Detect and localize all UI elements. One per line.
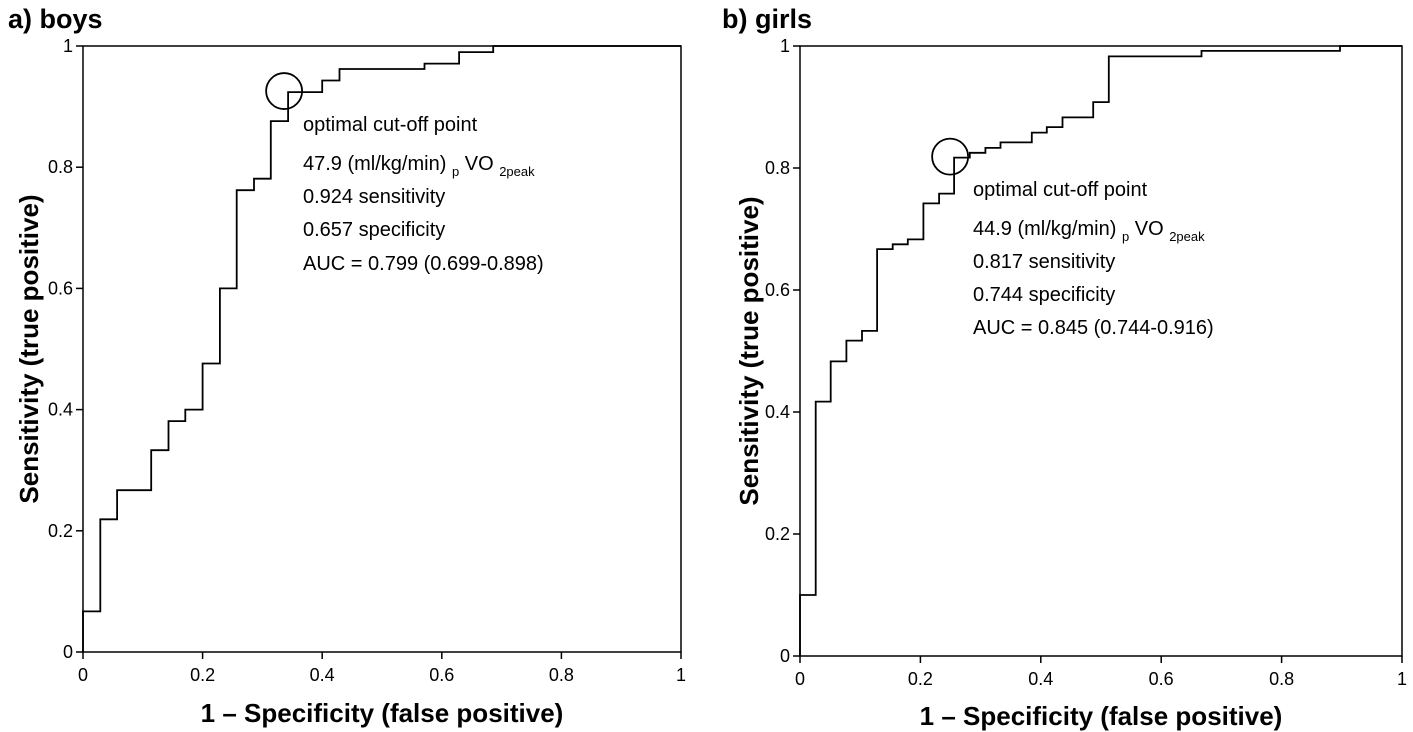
y-tick-label-girls-1: 0.2 (765, 524, 790, 544)
plot-frame-girls (800, 46, 1402, 656)
annotation-specificity-girls: 0.744 specificity (973, 284, 1115, 306)
x-tick-label-boys-1: 0.2 (190, 665, 215, 685)
y-axis-title-girls: Sensitivity (true positive) (734, 196, 764, 505)
annotation-sensitivity-boys: 0.924 sensitivity (303, 186, 445, 208)
y-axis-title-boys: Sensitivity (true positive) (14, 194, 44, 503)
optimal-point-marker-boys (266, 73, 302, 109)
annotation-cutoff-girls: 44.9 (ml/kg/min) p VO 2peak (973, 218, 1205, 246)
x-tick-label-girls-1: 0.2 (908, 669, 933, 689)
annotation-auc-girls: AUC = 0.845 (0.744-0.916) (973, 317, 1214, 339)
cutoff-sub-girls: 2peak (1169, 229, 1205, 244)
y-tick-label-boys-0: 0 (63, 642, 73, 662)
y-tick-label-girls-2: 0.4 (765, 402, 790, 422)
roc-curve-girls (800, 46, 1402, 656)
x-tick-label-boys-0: 0 (78, 665, 88, 685)
cutoff-sub-boys: 2peak (499, 164, 535, 179)
annotation-auc-boys: AUC = 0.799 (0.699-0.898) (303, 253, 544, 275)
cutoff-prefix-sub-girls: p (1122, 229, 1129, 244)
panel-boys: a) boys 0 0.2 0.4 0.6 0.8 1 0 0.2 0.4 0.6 0.8 1 1 –… (8, 4, 686, 728)
y-tick-label-girls-4: 0.8 (765, 158, 790, 178)
cutoff-prefix-sub-boys: p (452, 164, 459, 179)
y-tick-label-boys-4: 0.8 (48, 157, 73, 177)
panel-title-boys: a) boys (8, 4, 103, 34)
y-tick-label-boys-2: 0.4 (48, 400, 73, 420)
y-tick-label-boys-5: 1 (63, 36, 73, 56)
x-tick-label-girls-0: 0 (795, 669, 805, 689)
cutoff-main-girls: VO (1135, 218, 1164, 240)
x-tick-label-girls-5: 1 (1397, 669, 1407, 689)
annotation-girls: optimal cut-off point 44.9 (ml/kg/min) p… (973, 179, 1214, 339)
x-tick-label-boys-4: 0.8 (549, 665, 574, 685)
x-tick-label-boys-5: 1 (676, 665, 686, 685)
y-tick-label-boys-3: 0.6 (48, 278, 73, 298)
x-tick-label-boys-2: 0.4 (310, 665, 335, 685)
cutoff-value-boys: 47.9 (ml/kg/min) (303, 153, 446, 175)
x-axis-title-girls: 1 – Specificity (false positive) (920, 701, 1283, 731)
x-tick-label-girls-3: 0.6 (1149, 669, 1174, 689)
y-tick-label-boys-1: 0.2 (48, 521, 73, 541)
panel-title-girls: b) girls (722, 4, 812, 34)
y-tick-label-girls-3: 0.6 (765, 280, 790, 300)
plot-frame-boys (83, 46, 681, 652)
annotation-specificity-boys: 0.657 specificity (303, 219, 445, 241)
annotation-sensitivity-girls: 0.817 sensitivity (973, 251, 1115, 273)
x-tick-label-girls-4: 0.8 (1269, 669, 1294, 689)
y-tick-label-girls-0: 0 (780, 646, 790, 666)
x-axis-title-boys: 1 – Specificity (false positive) (201, 698, 564, 728)
cutoff-value-girls: 44.9 (ml/kg/min) (973, 218, 1116, 240)
annotation-label-boys: optimal cut-off point (303, 114, 478, 136)
x-tick-label-girls-2: 0.4 (1028, 669, 1053, 689)
panel-girls: b) girls 0 0.2 0.4 0.6 0.8 1 0 0.2 0.4 0.6 0.8 1 1 … (722, 4, 1407, 731)
x-tick-label-boys-3: 0.6 (429, 665, 454, 685)
roc-curve-boys (83, 46, 681, 652)
cutoff-main-boys: VO (465, 153, 494, 175)
annotation-label-girls: optimal cut-off point (973, 179, 1148, 201)
annotation-cutoff-boys: 47.9 (ml/kg/min) p VO 2peak (303, 153, 535, 181)
y-tick-label-girls-5: 1 (780, 36, 790, 56)
annotation-boys: optimal cut-off point 47.9 (ml/kg/min) p… (303, 114, 544, 275)
optimal-point-marker-girls (932, 139, 968, 175)
axis-ticks-girls: 0 0.2 0.4 0.6 0.8 1 0 0.2 0.4 0.6 0.8 1 (765, 36, 1407, 689)
